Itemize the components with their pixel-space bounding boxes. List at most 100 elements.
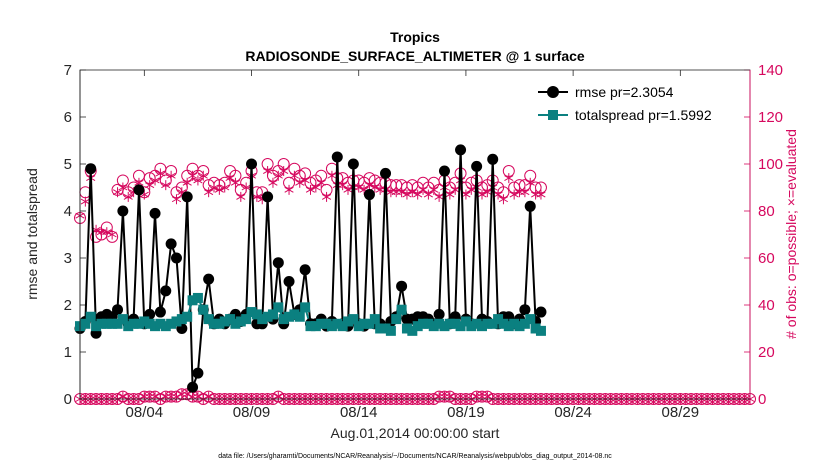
totalspread-point [155, 318, 166, 329]
rmse-point [331, 151, 343, 163]
totalspread-point [305, 321, 316, 332]
rmse-point [535, 306, 547, 318]
totalspread-point [316, 318, 327, 329]
totalspread-point [187, 295, 198, 306]
y-tick-label: 2 [64, 297, 72, 314]
y-tick-label: 3 [64, 250, 72, 267]
totalspread-point [466, 321, 477, 332]
obs-evaluated-marker [134, 179, 144, 186]
totalspread-point [444, 318, 455, 329]
obs-evaluated-marker [370, 184, 380, 191]
totalspread-point [503, 321, 514, 332]
x-tick-label: 08/14 [340, 404, 378, 421]
obs-evaluated-marker [311, 184, 321, 191]
obs-evaluated-marker [445, 191, 455, 198]
rmse-point [438, 165, 450, 177]
totalspread-point [171, 316, 182, 327]
obs-evaluated-marker [118, 393, 128, 400]
totalspread-point [273, 302, 284, 313]
y2-tick-label: 60 [758, 250, 775, 267]
totalspread-point [439, 321, 450, 332]
totalspread-point [101, 318, 112, 329]
totalspread-point [246, 307, 257, 318]
totalspread-point [209, 318, 219, 329]
totalspread-point [85, 311, 96, 322]
totalspread-point [418, 318, 429, 329]
rmse-point [272, 257, 284, 269]
obs-evaluated-marker [193, 177, 203, 184]
y-tick-label: 1 [64, 344, 72, 361]
y2-tick-label: 40 [758, 297, 775, 314]
totalspread-point [251, 309, 262, 320]
totalspread-point [123, 321, 134, 332]
rmse-point [380, 167, 392, 179]
totalspread-point [235, 316, 246, 327]
y2-axis-label: # of obs: o=possible; ×=evaluated [783, 129, 799, 339]
y-axis-label: rmse and totalspread [24, 168, 40, 300]
totalspread-point [80, 318, 91, 329]
totalspread-point [498, 318, 509, 329]
x-tick-label: 08/04 [126, 404, 164, 421]
totalspread-point [284, 311, 295, 322]
obs-evaluated-marker [273, 393, 283, 400]
rmse-point [192, 367, 204, 379]
totalspread-point [262, 311, 273, 322]
rmse-point [433, 308, 445, 320]
rmse-point [133, 184, 145, 196]
obs-evaluated-marker [434, 193, 444, 200]
legend-rmse-label: rmse pr=2.3054 [575, 84, 674, 100]
rmse-point [165, 238, 177, 250]
rmse-point [112, 304, 124, 316]
totalspread-point [139, 316, 150, 327]
totalspread-point [535, 325, 546, 336]
y2-tick-label: 100 [758, 156, 783, 173]
totalspread-point [128, 318, 139, 329]
obs-evaluated-marker [80, 198, 90, 205]
totalspread-point [423, 318, 434, 329]
obs-evaluated-marker [343, 186, 353, 193]
obs-evaluated-marker [338, 182, 348, 189]
totalspread-point [160, 321, 171, 332]
obs-evaluated-marker [107, 231, 117, 238]
totalspread-point [117, 314, 128, 325]
totalspread-point [412, 321, 423, 332]
obs-evaluated-marker [145, 182, 155, 189]
totalspread-point [477, 321, 487, 332]
totalspread-point [530, 323, 541, 334]
totalspread-point [343, 316, 353, 327]
legend-box [532, 80, 744, 130]
totalspread-point [375, 323, 386, 334]
totalspread-point [337, 321, 348, 332]
totalspread-point [198, 304, 209, 315]
totalspread-point [203, 314, 214, 325]
obs-evaluated-marker [536, 191, 546, 198]
obs-evaluated-marker [413, 191, 423, 198]
rmse-point [262, 191, 274, 203]
legend-spread-marker [548, 110, 558, 120]
rmse-point [363, 189, 375, 201]
totalspread-point [267, 309, 278, 320]
totalspread-point [294, 311, 305, 322]
obs-evaluated-marker [198, 172, 208, 179]
obs-evaluated-marker [327, 172, 337, 179]
obs-evaluated-marker [477, 191, 487, 198]
rmse-point [487, 153, 499, 165]
obs-evaluated-marker [112, 189, 123, 196]
obs-evaluated-marker [429, 186, 439, 193]
obs-evaluated-marker [268, 179, 278, 186]
totalspread-point [214, 318, 225, 329]
totalspread-point [450, 318, 461, 329]
obs-evaluated-marker [289, 172, 299, 179]
obs-evaluated-marker [407, 189, 417, 196]
obs-evaluated-marker [214, 186, 224, 193]
chart-title: Tropics [390, 29, 440, 45]
obs-evaluated-marker [498, 196, 509, 203]
y2-tick-label: 0 [758, 391, 766, 408]
totalspread-point [460, 316, 471, 327]
obs-evaluated-marker [466, 186, 476, 193]
totalspread-point [509, 318, 520, 329]
y-tick-label: 7 [64, 62, 72, 79]
rmse-point [154, 306, 166, 318]
obs-evaluated-marker [118, 184, 128, 191]
